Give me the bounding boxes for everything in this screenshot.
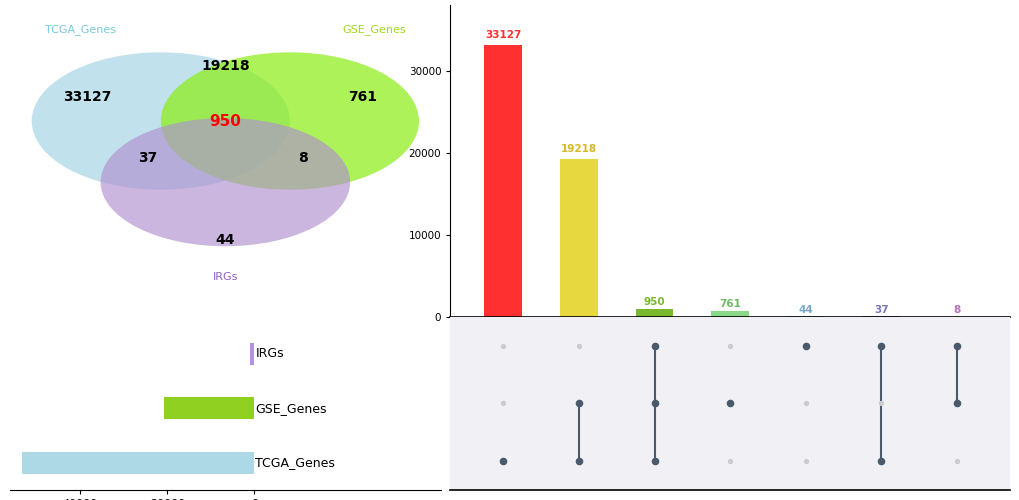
Text: TCGA_Genes: TCGA_Genes — [45, 24, 115, 35]
Point — [948, 400, 964, 407]
Text: 19218: 19218 — [560, 144, 596, 154]
Bar — [559, 159, 597, 317]
Bar — [484, 45, 522, 317]
Text: 33127: 33127 — [485, 30, 521, 40]
Text: 950: 950 — [643, 298, 664, 308]
Point — [721, 342, 738, 349]
Text: 37: 37 — [139, 150, 157, 164]
Ellipse shape — [161, 52, 419, 190]
Point — [872, 342, 889, 349]
Text: 950: 950 — [209, 114, 242, 128]
Point — [721, 400, 738, 407]
Text: 44: 44 — [798, 305, 812, 315]
Point — [571, 400, 587, 407]
Text: 33127: 33127 — [63, 90, 112, 104]
Point — [494, 400, 511, 407]
Text: IRGs: IRGs — [255, 348, 283, 360]
Point — [571, 342, 587, 349]
Point — [494, 457, 511, 465]
Point — [721, 457, 738, 465]
Point — [948, 342, 964, 349]
Point — [948, 457, 964, 465]
Point — [797, 342, 813, 349]
Text: GSE_Genes: GSE_Genes — [342, 24, 406, 35]
Point — [797, 457, 813, 465]
Text: 8: 8 — [953, 305, 960, 315]
Text: 761: 761 — [348, 90, 377, 104]
Point — [797, 400, 813, 407]
Point — [494, 342, 511, 349]
Point — [571, 457, 587, 465]
Bar — [250, 343, 254, 365]
Text: 44: 44 — [215, 233, 234, 247]
Ellipse shape — [32, 52, 289, 190]
Point — [872, 400, 889, 407]
Text: 37: 37 — [873, 305, 888, 315]
Text: 761: 761 — [718, 299, 741, 309]
Point — [872, 457, 889, 465]
Bar — [710, 310, 748, 317]
Text: TCGA_Genes: TCGA_Genes — [255, 456, 335, 469]
Ellipse shape — [101, 118, 350, 246]
Bar — [164, 398, 254, 419]
Point — [646, 342, 662, 349]
Bar — [21, 452, 254, 473]
Text: 19218: 19218 — [201, 59, 250, 73]
Bar — [635, 309, 673, 317]
Point — [646, 400, 662, 407]
Text: IRGs: IRGs — [212, 272, 237, 282]
Text: 8: 8 — [298, 150, 308, 164]
Point — [646, 457, 662, 465]
Text: GSE_Genes: GSE_Genes — [255, 402, 326, 415]
